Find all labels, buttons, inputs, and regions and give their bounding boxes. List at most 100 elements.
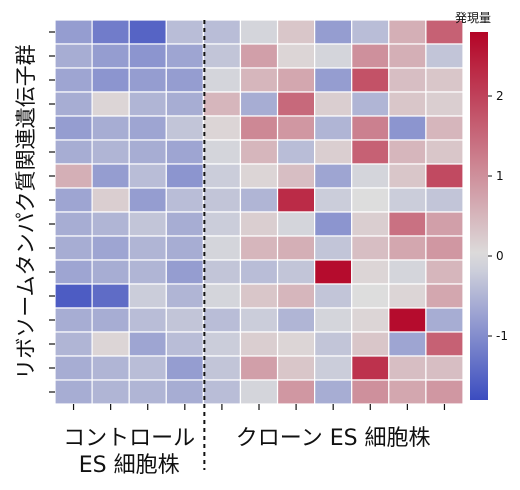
heatmap-cells xyxy=(54,19,464,405)
heatmap-cell xyxy=(388,379,427,405)
heatmap-cell xyxy=(239,19,279,45)
heatmap-cell xyxy=(91,43,130,69)
heatmap-cell xyxy=(425,91,464,117)
heatmap-cell xyxy=(128,331,167,357)
heatmap-cell xyxy=(425,187,464,213)
heatmap-cell xyxy=(165,43,204,69)
heatmap-cell xyxy=(54,259,93,285)
heatmap-cell xyxy=(425,355,464,381)
heatmap-cell xyxy=(202,331,242,357)
heatmap-cell xyxy=(314,67,353,93)
heatmap-cell xyxy=(351,115,390,141)
colorbar: 発現量 -1 0 1 2 xyxy=(455,11,508,400)
heatmap-cell xyxy=(165,283,204,309)
heatmap-cell xyxy=(239,331,279,357)
heatmap-cell xyxy=(425,211,464,237)
heatmap-cell xyxy=(276,163,316,189)
heatmap-cell xyxy=(314,235,353,261)
heatmap-cell xyxy=(239,283,279,309)
heatmap-cell xyxy=(54,163,93,189)
heatmap-cell xyxy=(54,379,93,405)
colorbar-gradient xyxy=(470,32,488,400)
heatmap-cell xyxy=(425,115,464,141)
heatmap-cell xyxy=(54,355,93,381)
heatmap-cell xyxy=(425,163,464,189)
heatmap-cell xyxy=(128,211,167,237)
heatmap-cell xyxy=(276,187,316,213)
heatmap-cell xyxy=(425,259,464,285)
heatmap-cell xyxy=(54,235,93,261)
heatmap-cell xyxy=(54,67,93,93)
heatmap-cell xyxy=(165,67,204,93)
heatmap-cell xyxy=(276,115,316,141)
heatmap-cell xyxy=(276,259,316,285)
colorbar-tick-label: 1 xyxy=(496,169,504,183)
heatmap-cell xyxy=(165,187,204,213)
heatmap-cell xyxy=(202,43,242,69)
colorbar-tick-label: -1 xyxy=(496,329,508,343)
heatmap-cell xyxy=(165,91,204,117)
heatmap-cell xyxy=(351,163,390,189)
heatmap-cell xyxy=(54,115,93,141)
heatmap-cell xyxy=(91,283,130,309)
heatmap-cell xyxy=(202,307,242,333)
heatmap-cell xyxy=(202,115,242,141)
heatmap-cell xyxy=(351,235,390,261)
heatmap-cell xyxy=(239,307,279,333)
heatmap-cell xyxy=(388,355,427,381)
heatmap-cell xyxy=(276,331,316,357)
heatmap-cell xyxy=(202,67,242,93)
heatmap-cell xyxy=(54,187,93,213)
heatmap-cell xyxy=(239,211,279,237)
heatmap-cell xyxy=(91,379,130,405)
heatmap-cell xyxy=(91,67,130,93)
heatmap-cell xyxy=(351,307,390,333)
heatmap-cell xyxy=(165,115,204,141)
heatmap-cell xyxy=(388,331,427,357)
heatmap-cell xyxy=(314,259,353,285)
heatmap-cell xyxy=(91,139,130,165)
heatmap-cell xyxy=(351,67,390,93)
heatmap-cell xyxy=(165,19,204,45)
heatmap-cell xyxy=(128,283,167,309)
heatmap-cell xyxy=(54,139,93,165)
heatmap-cell xyxy=(425,331,464,357)
heatmap-cell xyxy=(314,163,353,189)
heatmap-cell xyxy=(276,211,316,237)
heatmap-cell xyxy=(54,211,93,237)
colorbar-title: 発現量 xyxy=(455,11,491,25)
heatmap-cell xyxy=(276,139,316,165)
heatmap-cell xyxy=(388,43,427,69)
heatmap-cell xyxy=(239,163,279,189)
heatmap-cell xyxy=(239,139,279,165)
heatmap-cell xyxy=(239,115,279,141)
heatmap-cell xyxy=(425,67,464,93)
heatmap-cell xyxy=(351,91,390,117)
x-ticks xyxy=(72,404,446,410)
heatmap-cell xyxy=(91,115,130,141)
heatmap-cell xyxy=(239,187,279,213)
heatmap-cell xyxy=(388,235,427,261)
heatmap-cell xyxy=(128,355,167,381)
group-label-1-line-0: クローン ES 細胞株 xyxy=(236,426,431,451)
heatmap-cell xyxy=(314,115,353,141)
heatmap-cell xyxy=(128,91,167,117)
heatmap-cell xyxy=(276,67,316,93)
heatmap-cell xyxy=(351,43,390,69)
heatmap-cell xyxy=(314,307,353,333)
heatmap-cell xyxy=(165,379,204,405)
heatmap-cell xyxy=(128,235,167,261)
heatmap-cell xyxy=(128,187,167,213)
heatmap-cell xyxy=(165,211,204,237)
heatmap-cell xyxy=(314,379,353,405)
heatmap-cell xyxy=(388,187,427,213)
heatmap-cell xyxy=(54,43,93,69)
heatmap-cell xyxy=(202,187,242,213)
heatmap-cell xyxy=(202,211,242,237)
colorbar-tick-label: 2 xyxy=(496,89,504,103)
heatmap-cell xyxy=(425,307,464,333)
heatmap-cell xyxy=(165,331,204,357)
colorbar-tick-label: 0 xyxy=(496,249,504,263)
heatmap-cell xyxy=(128,163,167,189)
heatmap-cell xyxy=(239,355,279,381)
